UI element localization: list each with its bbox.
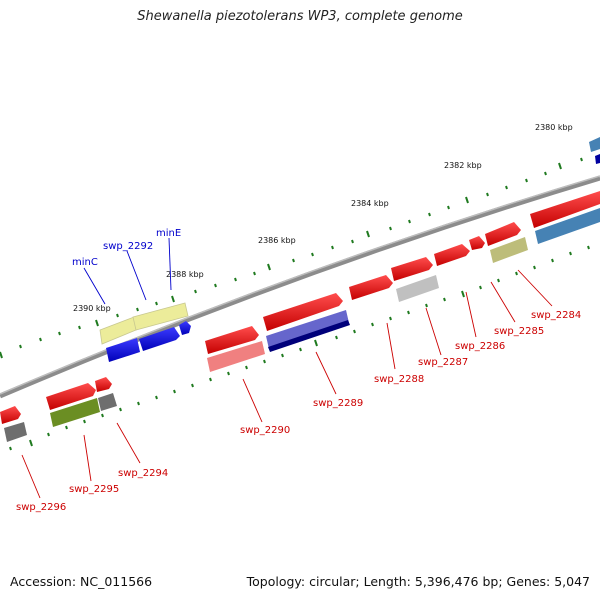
genome-summary-text: Topology: circular; Length: 5,396,476 bp… [246, 574, 590, 589]
gene-label-swp_2289[interactable]: swp_2289 [313, 398, 363, 409]
callout-swp_2296 [21, 454, 41, 499]
callout-swp_2289 [315, 351, 337, 395]
callout-swp_2292 [126, 250, 147, 301]
callout-swp_2286 [465, 291, 477, 338]
gene-partial-navy-top[interactable] [595, 154, 600, 164]
scale-label-2382: 2382 kbp [444, 161, 482, 170]
gene-swp_2296-gray[interactable] [4, 422, 27, 442]
gene-swp_2289-navy[interactable] [268, 320, 350, 352]
gene-swp_2290-arrow[interactable] [205, 326, 259, 354]
gene-label-swp_2292[interactable]: swp_2292 [103, 241, 153, 252]
callout-swp_2288 [386, 322, 396, 370]
inner-tick-ring [9, 245, 590, 451]
gene-minE-blue-arrow[interactable] [179, 321, 191, 335]
gene-swp_2292-blue-arrow[interactable] [139, 327, 180, 351]
gene-swp_2287-lightgray[interactable] [396, 275, 439, 302]
gene-label-swp_2288[interactable]: swp_2288 [374, 374, 424, 385]
genome-backbone-highlight [0, 175, 600, 395]
callout-minE [168, 237, 172, 291]
gene-label-swp_2284[interactable]: swp_2284 [531, 310, 581, 321]
gene-swp_2285-arrow[interactable] [485, 222, 521, 246]
gene-swp_2284-arrow[interactable] [530, 191, 600, 228]
gene-swp_2284-steel[interactable] [535, 208, 600, 244]
gene-swp_2292-arrow[interactable] [132, 302, 189, 331]
gene-label-swp_2296[interactable]: swp_2296 [16, 502, 66, 513]
scale-label-2384: 2384 kbp [351, 199, 389, 208]
gene-label-swp_2294[interactable]: swp_2294 [118, 468, 168, 479]
callout-swp_2290 [242, 378, 263, 423]
gene-swp_2288-arrow[interactable] [349, 275, 393, 300]
gene-swp_2295-olive[interactable] [50, 398, 100, 427]
outer-tick-ring [0, 157, 583, 359]
scale-label-2390: 2390 kbp [73, 304, 111, 313]
scale-label-2380: 2380 kbp [535, 123, 573, 132]
callout-swp_2287 [425, 307, 442, 356]
gene-label-minC[interactable]: minC [72, 257, 98, 268]
scale-label-2388: 2388 kbp [166, 270, 204, 279]
gene-swp_2286b-arrow[interactable] [469, 236, 485, 250]
gene-label-swp_2286[interactable]: swp_2286 [455, 341, 505, 352]
gene-swp_2294-arrow[interactable] [95, 377, 112, 392]
map-title: Shewanella piezotolerans WP3, complete g… [137, 9, 463, 24]
gene-swp_2287-arrow[interactable] [391, 257, 433, 281]
gene-label-swp_2295[interactable]: swp_2295 [69, 484, 119, 495]
scale-label-2386: 2386 kbp [258, 236, 296, 245]
gene-swp_2289-arrow[interactable] [263, 293, 343, 331]
gene-swp_2296-arrow[interactable] [0, 406, 21, 424]
callout-swp_2284 [517, 269, 553, 307]
gene-label-minE[interactable]: minE [156, 228, 181, 239]
genome-backbone [0, 175, 600, 399]
callout-swp_2295 [83, 434, 92, 482]
accession-text: Accession: NC_011566 [10, 574, 153, 589]
gene-swp_2290-salmon[interactable] [207, 341, 265, 372]
callout-swp_2285 [490, 281, 516, 323]
gene-swp_2286-arrow[interactable] [434, 244, 470, 266]
callout-swp_2294 [116, 422, 141, 464]
gene-label-swp_2285[interactable]: swp_2285 [494, 326, 544, 337]
gene-swp_2295-arrow[interactable] [46, 383, 96, 410]
gene-partial-steel-top[interactable] [589, 137, 600, 152]
gene-minC-blue-arrow[interactable] [106, 338, 140, 362]
gene-label-swp_2287[interactable]: swp_2287 [418, 357, 468, 368]
gene-swp_2294-gray[interactable] [98, 393, 117, 411]
callout-minC [83, 267, 106, 305]
gene-swp_2289-slate[interactable] [266, 310, 349, 349]
gene-swp_2285-khaki[interactable] [490, 237, 528, 263]
gene-label-swp_2290[interactable]: swp_2290 [240, 425, 290, 436]
